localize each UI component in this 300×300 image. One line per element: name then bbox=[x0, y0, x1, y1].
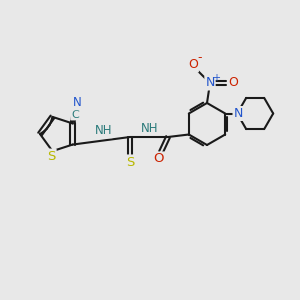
Text: +: + bbox=[212, 73, 220, 83]
Text: N: N bbox=[233, 107, 243, 120]
Text: C: C bbox=[71, 110, 79, 120]
Text: NH: NH bbox=[94, 124, 112, 137]
Text: NH: NH bbox=[141, 122, 159, 134]
Text: -: - bbox=[198, 52, 202, 64]
Text: O: O bbox=[228, 76, 238, 88]
Text: S: S bbox=[126, 155, 134, 169]
Text: O: O bbox=[154, 152, 164, 166]
Text: O: O bbox=[188, 58, 198, 71]
Text: N: N bbox=[73, 96, 81, 109]
Text: S: S bbox=[47, 150, 56, 163]
Text: N: N bbox=[205, 76, 215, 89]
